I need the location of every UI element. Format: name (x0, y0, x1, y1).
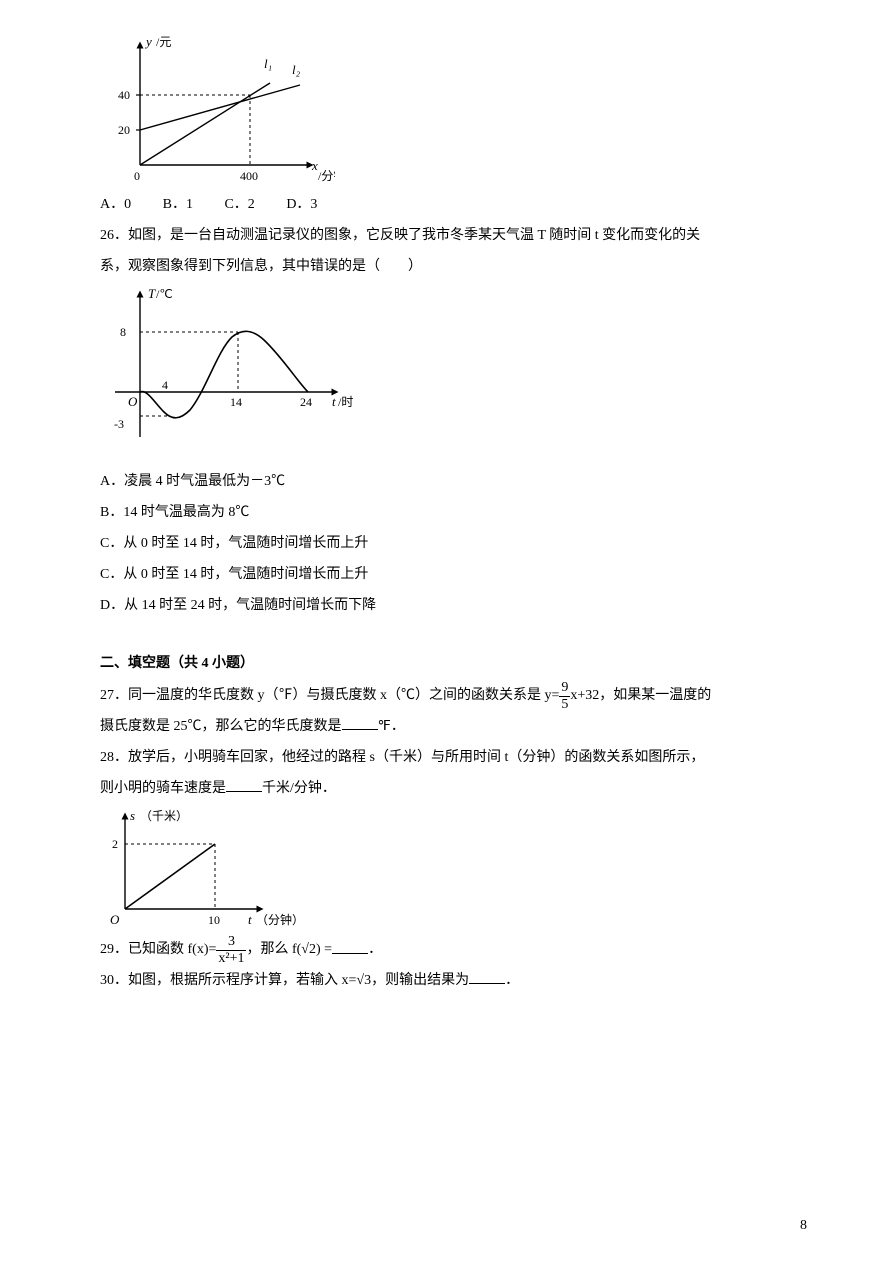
svg-text:24: 24 (300, 395, 312, 409)
svg-text:20: 20 (118, 123, 130, 137)
svg-text:0: 0 (134, 169, 140, 183)
q27-text-2: x+32，如果某一温度的 (570, 688, 711, 703)
q25-options: A．0 B．1 C．2 D．3 (100, 190, 807, 221)
q27-line1: 27．同一温度的华氏度数 y（℉）与摄氏度数 x（℃）之间的函数关系是 y=95… (100, 680, 807, 712)
q29-text-2: ，那么 (246, 943, 288, 958)
q27-frac-num: 9 (559, 680, 570, 696)
q27-text-4: ℉． (378, 719, 405, 734)
q29-fraction: 3x²+1 (216, 934, 246, 966)
q26-text-line2: 系，观察图象得到下列信息，其中错误的是（ ） (100, 252, 807, 283)
svg-text:O: O (128, 394, 138, 409)
q25-option-b: B．1 (163, 190, 193, 221)
q26-chart: 8 -3 4 14 24 O T /℃ t /时 (100, 282, 360, 457)
q25-option-a: A．0 (100, 190, 131, 221)
q29-frac-den: x²+1 (216, 951, 246, 966)
q26-option-c: C．从 0 时至 14 时，气温随时间增长而上升 (100, 536, 368, 551)
q27-text-3: 摄氏度数是 25℃，那么它的华氏度数是 (100, 719, 342, 734)
section2-title: 二、填空题（共 4 小题） (100, 649, 807, 680)
svg-text:s: s (130, 808, 135, 823)
q28-line1: 28．放学后，小明骑车回家，他经过的路程 s（千米）与所用时间 t（分钟）的函数… (100, 743, 807, 774)
svg-text:l₂: l₂ (292, 62, 301, 77)
svg-text:4: 4 (162, 378, 168, 392)
svg-text:-3: -3 (114, 417, 124, 431)
svg-text:/时: /时 (338, 395, 353, 409)
q30-text-1: 30．如图，根据所示程序计算，若输入 x= (100, 973, 356, 988)
svg-text:y: y (144, 34, 152, 49)
q29-text-3: = (324, 943, 332, 958)
page-number: 8 (800, 1211, 807, 1242)
q29-frac-num: 3 (216, 934, 246, 950)
svg-text:（千米）: （千米） (140, 809, 188, 823)
svg-text:40: 40 (118, 88, 130, 102)
svg-text:8: 8 (120, 325, 126, 339)
q26-option-a: A．凌晨 4 时气温最低为－3℃ (100, 467, 807, 498)
q29-blank (332, 939, 368, 954)
q28-text-3: 千米/分钟． (262, 781, 336, 796)
q25-option-d: D．3 (286, 190, 317, 221)
q27-line2: 摄氏度数是 25℃，那么它的华氏度数是 ℉． (100, 712, 807, 743)
page: 20 40 400 0 y /元 x /分钟 l₁ l₂ A．0 B．1 C．2… (0, 0, 892, 1262)
svg-text:T: T (148, 286, 156, 301)
q28-line2: 则小明的骑车速度是 千米/分钟． (100, 774, 807, 805)
svg-text:x: x (311, 158, 318, 173)
q30-sqrt: √3 (356, 973, 371, 988)
q28-blank (226, 777, 262, 792)
q25-chart: 20 40 400 0 y /元 x /分钟 l₁ l₂ (100, 30, 335, 190)
q26-option-d: D．从 14 时至 24 时，气温随时间增长而下降 (100, 591, 807, 622)
svg-text:O: O (110, 912, 120, 927)
q29-text-4: ． (368, 943, 382, 958)
q30-text-3: ． (505, 973, 519, 988)
q28-text-2: 则小明的骑车速度是 (100, 781, 226, 796)
q30-blank (469, 969, 505, 984)
svg-text:10: 10 (208, 913, 220, 927)
q30-line: 30．如图，根据所示程序计算，若输入 x=√3，则输出结果为 ． (100, 966, 807, 997)
q27-blank (342, 715, 378, 730)
q27-frac-den: 5 (559, 697, 570, 712)
svg-text:l₁: l₁ (264, 56, 272, 71)
svg-text:14: 14 (230, 395, 242, 409)
q29-fx: f(x)= (188, 943, 217, 958)
svg-text:/元: /元 (156, 35, 171, 49)
svg-text:t: t (248, 912, 252, 927)
q30-text-2: ，则输出结果为 (371, 973, 469, 988)
svg-text:2: 2 (112, 837, 118, 851)
q26-text-line1: 26．如图，是一台自动测温记录仪的图象，它反映了我市冬季某天气温 T 随时间 t… (100, 221, 807, 252)
svg-text:（分钟）: （分钟） (256, 912, 300, 927)
q27-fraction: 95 (559, 680, 570, 712)
svg-text:/℃: /℃ (156, 287, 173, 301)
q29-fsqrt: f(√2) (292, 943, 321, 958)
svg-text:t: t (332, 394, 336, 409)
svg-text:/分钟: /分钟 (318, 168, 335, 183)
q29-line: 29．已知函数 f(x)=3x²+1，那么 f(√2) = ． (100, 934, 807, 966)
svg-text:400: 400 (240, 169, 258, 183)
q26-option-c: C．从 0 时至 14 时，气温随时间增长而上升 (100, 560, 807, 591)
q26-option-b: B．14 时气温最高为 8℃ (100, 498, 807, 529)
q28-chart: 2 10 O s （千米） t （分钟） (100, 804, 300, 934)
q27-text-1: 27．同一温度的华氏度数 y（℉）与摄氏度数 x（℃）之间的函数关系是 y= (100, 688, 559, 703)
q29-text-1: 29．已知函数 (100, 943, 184, 958)
q25-option-c: C．2 (224, 190, 254, 221)
